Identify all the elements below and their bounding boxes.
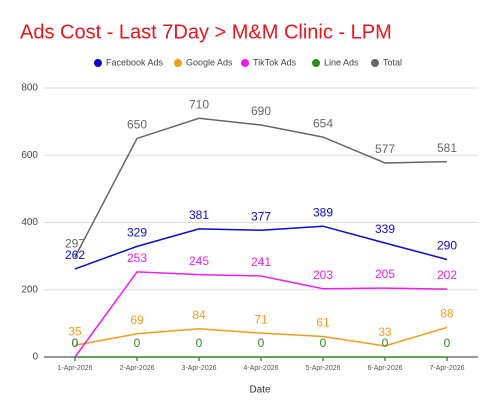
data-label: 71 <box>254 312 268 326</box>
data-label: 262 <box>65 248 85 262</box>
data-label: 581 <box>437 141 457 155</box>
data-label: 650 <box>127 118 147 132</box>
legend-label: Total <box>383 57 402 67</box>
data-label: 33 <box>378 325 392 339</box>
y-tick-label: 800 <box>21 83 38 94</box>
data-label: 84 <box>192 308 206 322</box>
x-tick-label: 6-Apr-2026 <box>367 365 402 372</box>
y-tick-label: 200 <box>21 284 38 295</box>
data-label: 203 <box>313 268 333 282</box>
data-label: 0 <box>196 336 203 350</box>
data-label: 381 <box>189 208 209 222</box>
legend-label: TikTok Ads <box>253 57 297 67</box>
data-label: 710 <box>189 97 209 111</box>
legend-label: Line Ads <box>324 57 359 67</box>
legend-marker <box>312 59 320 67</box>
x-tick-label: 7-Apr-2026 <box>429 365 464 372</box>
chart-title: Ads Cost - Last 7Day > M&M Clinic - LPM <box>20 21 392 43</box>
data-label: 339 <box>375 222 395 236</box>
data-label: 0 <box>258 336 265 350</box>
data-label: 389 <box>313 205 333 219</box>
x-tick-label: 5-Apr-2026 <box>305 365 340 372</box>
data-label: 290 <box>437 239 457 253</box>
data-label: 0 <box>72 336 79 350</box>
legend-marker <box>174 59 182 67</box>
legend-marker <box>241 59 249 67</box>
data-label: 377 <box>251 209 271 223</box>
data-label: 205 <box>375 267 395 281</box>
legend-label: Google Ads <box>186 57 233 67</box>
data-label: 88 <box>440 307 454 321</box>
data-label: 297 <box>65 236 85 250</box>
data-label: 241 <box>251 255 271 269</box>
y-tick-label: 0 <box>32 352 38 363</box>
x-tick-label: 3-Apr-2026 <box>181 365 216 372</box>
data-label: 245 <box>189 254 209 268</box>
data-label: 577 <box>375 142 395 156</box>
data-label: 0 <box>382 336 389 350</box>
legend-marker <box>371 59 379 67</box>
data-label: 0 <box>444 336 451 350</box>
data-label: 35 <box>68 324 82 338</box>
data-label: 253 <box>127 251 147 265</box>
series-line <box>74 326 448 347</box>
series-line <box>74 117 448 258</box>
data-label: 0 <box>72 336 79 350</box>
y-tick-label: 400 <box>21 217 38 228</box>
legend-label: Facebook Ads <box>106 57 164 67</box>
data-label: 69 <box>130 313 144 327</box>
data-label: 329 <box>127 226 147 240</box>
x-tick-label: 4-Apr-2026 <box>243 365 278 372</box>
data-label: 0 <box>134 336 141 350</box>
data-label: 61 <box>316 316 330 330</box>
x-tick-label: 2-Apr-2026 <box>119 365 154 372</box>
legend-marker <box>94 59 102 67</box>
data-label: 202 <box>437 268 457 282</box>
y-tick-label: 600 <box>21 150 38 161</box>
series-line <box>74 271 448 358</box>
x-tick-label: 1-Apr-2026 <box>57 365 92 372</box>
series-line <box>74 225 448 270</box>
data-label: 654 <box>313 116 333 130</box>
data-label: 0 <box>320 336 327 350</box>
data-label: 690 <box>251 104 271 118</box>
x-axis-label: Date <box>249 385 271 396</box>
